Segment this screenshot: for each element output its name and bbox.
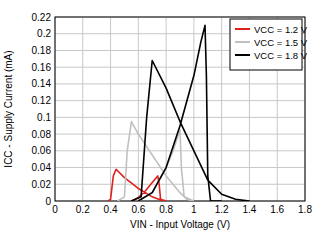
legend: VCC = 1.2 V VCC = 1.5 V VCC = 1.8 V (230, 19, 308, 70)
legend-label: VCC = 1.8 V (254, 50, 308, 61)
x-grid-line (193, 17, 194, 201)
legend-swatch (235, 28, 250, 30)
y-tick-label: 0.06 (32, 145, 52, 156)
x-tick-label: 0.6 (131, 204, 145, 215)
y-tick-label: 0.22 (32, 12, 52, 23)
x-tick-label: 0.2 (76, 204, 90, 215)
x-tick-label: 1.8 (298, 204, 312, 215)
y-tick-label: 0.04 (32, 162, 52, 173)
y-tick-label: 0.14 (32, 78, 52, 89)
data-group (108, 25, 250, 201)
y-grid-line (55, 117, 305, 118)
series-line (118, 122, 194, 201)
x-tick-label: 1.4 (242, 204, 256, 215)
chart: 0 0.2 0.4 0.6 0.8 1 1.2 1.4 1.6 1.8 0 0.02 0.04 0.06 0… (0, 0, 326, 243)
legend-label: VCC = 1.2 V (254, 24, 308, 35)
x-tick-label: 1.2 (215, 204, 229, 215)
y-tick-label: 0.16 (32, 62, 52, 73)
legend-label: VCC = 1.5 V (254, 37, 308, 48)
x-grid-line (110, 17, 111, 201)
legend-swatch (235, 54, 250, 56)
x-tick-label: 1 (191, 204, 197, 215)
y-grid-line (55, 184, 305, 185)
y-axis-label: ICC - Supply Current (mA) (3, 50, 14, 167)
y-grid-line (55, 100, 305, 101)
x-tick-label: 0 (52, 204, 58, 215)
x-grid-line (166, 17, 167, 201)
y-tick-label: 0.12 (32, 95, 52, 106)
y-tick-label: 0.18 (32, 45, 52, 56)
y-tick-label: 0 (45, 196, 51, 207)
x-tick-label: 1.6 (270, 204, 284, 215)
y-tick-label: 0.08 (32, 129, 52, 140)
x-tick-label: 0.4 (104, 204, 118, 215)
x-grid-line (138, 17, 139, 201)
legend-swatch (235, 41, 250, 43)
y-tick-label: 0.02 (32, 179, 52, 190)
x-grid-line (221, 17, 222, 201)
x-axis-label: VIN - Input Voltage (V) (130, 219, 230, 230)
y-tick-label: 0.2 (37, 28, 51, 39)
y-tick-label: 0.1 (37, 112, 51, 123)
series-line (108, 169, 166, 201)
y-grid-line (55, 83, 305, 84)
x-grid-line (82, 17, 83, 201)
x-tick-label: 0.8 (159, 204, 173, 215)
y-grid-line (55, 167, 305, 168)
